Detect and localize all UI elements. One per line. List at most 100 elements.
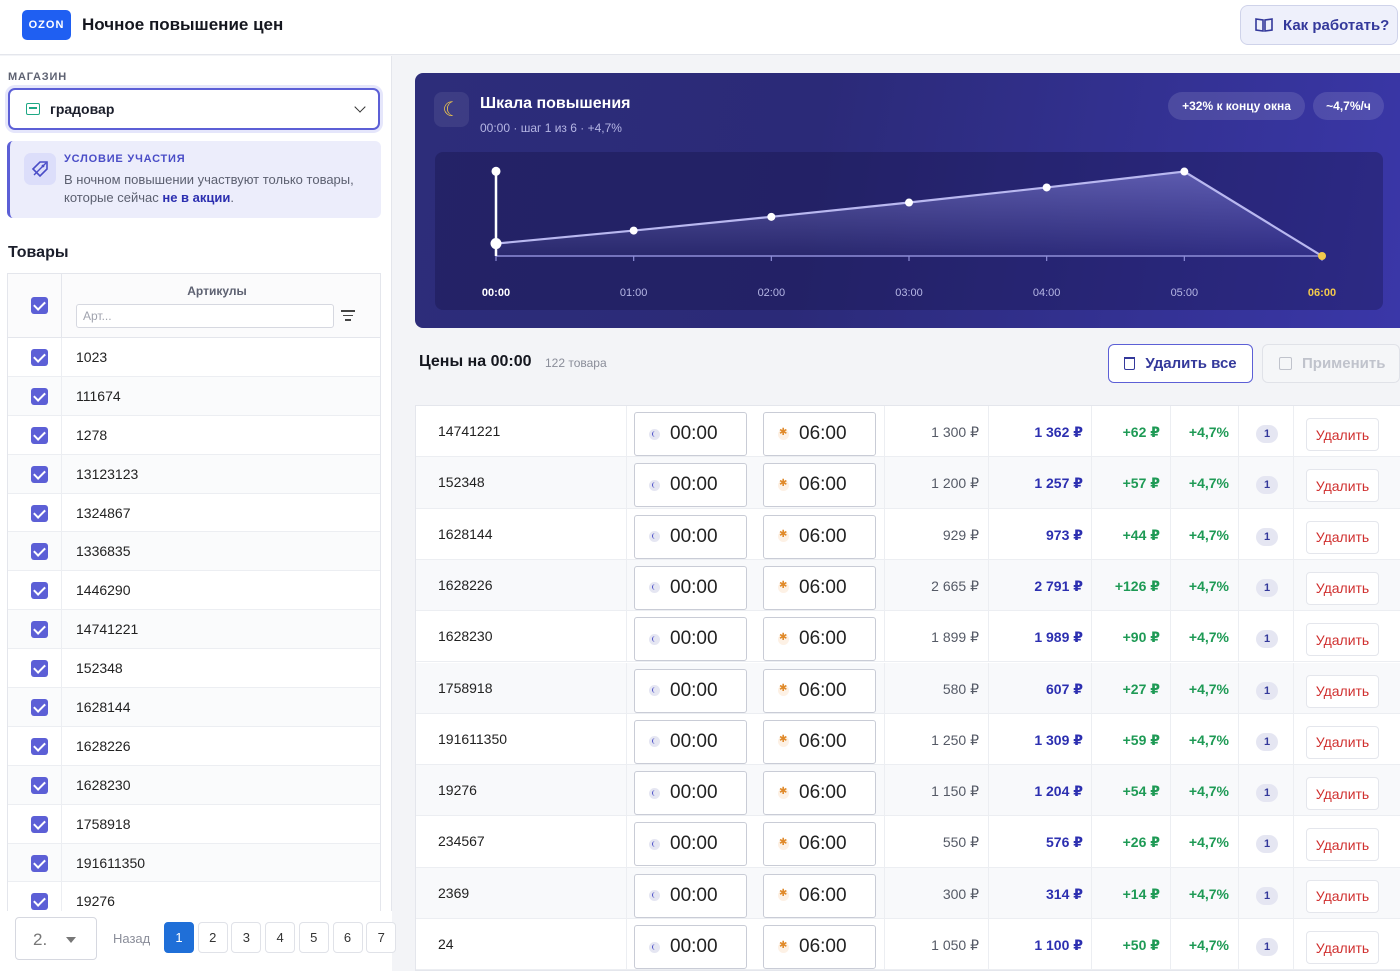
end-time-input[interactable]: 06:00 — [763, 617, 876, 662]
moon-icon: ☾ — [434, 92, 469, 127]
book-icon — [1255, 18, 1273, 32]
start-time-input[interactable]: 00:00 — [634, 719, 747, 764]
article-search-input[interactable]: Арт... — [76, 304, 334, 328]
start-time-input[interactable]: 00:00 — [634, 668, 747, 713]
article-value: 14741221 — [76, 621, 139, 638]
article-checkbox[interactable] — [31, 426, 48, 444]
article-value: 1324867 — [76, 504, 131, 521]
article-value: 1278 — [76, 426, 108, 443]
condition-emphasis: не в акции — [162, 190, 231, 205]
article-checkbox[interactable] — [31, 893, 48, 911]
end-time-input[interactable]: 06:00 — [763, 925, 876, 969]
end-time-input[interactable]: 06:00 — [763, 668, 876, 713]
article-row[interactable]: 14741221 — [8, 610, 380, 650]
discount-tag-icon — [24, 153, 56, 185]
page-size-select[interactable]: 2. — [15, 917, 97, 960]
article-row[interactable]: 1324867 — [8, 493, 380, 533]
moon-icon — [649, 838, 660, 850]
article-row[interactable]: 191611350 — [8, 843, 380, 883]
select-all-checkbox[interactable] — [31, 297, 48, 314]
page-button-1[interactable]: 1 — [164, 922, 194, 953]
article-checkbox[interactable] — [31, 543, 48, 561]
article-checkbox[interactable] — [31, 815, 48, 833]
delete-row-button[interactable]: Удалить — [1306, 725, 1379, 759]
article-checkbox[interactable] — [31, 387, 48, 405]
how-it-works-label: Как работать? — [1283, 16, 1390, 34]
article-row[interactable]: 1446290 — [8, 571, 380, 611]
delete-row-button[interactable]: Удалить — [1306, 777, 1379, 811]
sun-icon — [778, 427, 789, 440]
delete-row-button[interactable]: Удалить — [1306, 623, 1379, 657]
page-button-7[interactable]: 7 — [366, 922, 397, 953]
article-row[interactable]: 1628144 — [8, 688, 380, 727]
how-it-works-button[interactable]: Как работать? — [1240, 5, 1398, 45]
sku: 1758918 — [438, 679, 493, 696]
end-time-input[interactable]: 06:00 — [763, 719, 876, 764]
page-button-6[interactable]: 6 — [332, 922, 363, 953]
store-select[interactable]: градовар — [8, 88, 380, 130]
condition-title: УСЛОВИЕ УЧАСТИЯ — [64, 153, 186, 165]
price-diff: +26 ₽ — [1122, 834, 1160, 851]
start-time-input[interactable]: 00:00 — [634, 873, 747, 918]
end-time-input[interactable]: 06:00 — [763, 873, 876, 918]
new-price: 1 257 ₽ — [1034, 475, 1083, 492]
start-time-input[interactable]: 00:00 — [634, 565, 747, 610]
article-row[interactable]: 1628226 — [8, 726, 380, 766]
end-time-input[interactable]: 06:00 — [763, 463, 876, 508]
article-checkbox[interactable] — [31, 621, 48, 639]
delete-row-button[interactable]: Удалить — [1306, 931, 1379, 964]
start-time-input[interactable]: 00:00 — [634, 412, 747, 456]
page-button-4[interactable]: 4 — [265, 922, 296, 953]
article-checkbox[interactable] — [31, 660, 48, 678]
article-row[interactable]: 1758918 — [8, 804, 380, 844]
article-checkbox[interactable] — [31, 504, 48, 522]
apply-button[interactable]: Применить — [1262, 344, 1400, 383]
article-checkbox[interactable] — [31, 776, 48, 794]
article-row[interactable]: 1278 — [8, 415, 380, 455]
article-checkbox[interactable] — [31, 465, 48, 483]
delete-row-button[interactable]: Удалить — [1306, 674, 1379, 708]
end-time-input[interactable]: 06:00 — [763, 412, 876, 456]
article-row[interactable]: 1336835 — [8, 532, 380, 572]
start-time-input[interactable]: 00:00 — [634, 771, 747, 816]
article-row[interactable]: 111674 — [8, 376, 380, 416]
store-label: МАГАЗИН — [8, 71, 67, 83]
article-row[interactable]: 1628230 — [8, 765, 380, 805]
article-checkbox[interactable] — [31, 737, 48, 755]
article-row[interactable]: 1023 — [8, 338, 380, 377]
start-time-input[interactable]: 00:00 — [634, 822, 747, 867]
delete-row-button[interactable]: Удалить — [1306, 571, 1379, 605]
start-time-input[interactable]: 00:00 — [634, 463, 747, 508]
new-price: 1 362 ₽ — [1034, 424, 1083, 440]
pager-back[interactable]: Назад — [113, 931, 151, 946]
article-row[interactable]: 13123123 — [8, 454, 380, 494]
delete-row-button[interactable]: Удалить — [1306, 469, 1379, 503]
price-pct: +4,7% — [1188, 629, 1229, 646]
page-button-5[interactable]: 5 — [298, 922, 329, 953]
delete-row-button[interactable]: Удалить — [1306, 418, 1379, 451]
data-point — [1042, 183, 1051, 192]
end-time-input[interactable]: 06:00 — [763, 822, 876, 867]
old-price: 1 300 ₽ — [931, 424, 979, 440]
article-checkbox[interactable] — [31, 349, 48, 366]
end-time-input[interactable]: 06:00 — [763, 514, 876, 559]
page-button-2[interactable]: 2 — [197, 922, 228, 953]
end-time-input[interactable]: 06:00 — [763, 565, 876, 610]
start-time-input[interactable]: 00:00 — [634, 514, 747, 559]
page-button-3[interactable]: 3 — [231, 922, 262, 953]
new-price: 1 100 ₽ — [1034, 937, 1083, 953]
new-price: 1 309 ₽ — [1034, 731, 1083, 748]
delete-row-button[interactable]: Удалить — [1306, 879, 1379, 913]
delete-row-button[interactable]: Удалить — [1306, 520, 1379, 554]
delete-row-button[interactable]: Удалить — [1306, 828, 1379, 862]
moon-icon — [649, 787, 660, 799]
end-time-input[interactable]: 06:00 — [763, 771, 876, 816]
article-row[interactable]: 152348 — [8, 649, 380, 689]
delete-all-button[interactable]: Удалить все — [1108, 344, 1253, 383]
article-checkbox[interactable] — [31, 582, 48, 600]
article-checkbox[interactable] — [31, 699, 48, 717]
filter-icon[interactable] — [341, 310, 355, 324]
article-checkbox[interactable] — [31, 854, 48, 872]
start-time-input[interactable]: 00:00 — [634, 925, 747, 969]
start-time-input[interactable]: 00:00 — [634, 617, 747, 662]
